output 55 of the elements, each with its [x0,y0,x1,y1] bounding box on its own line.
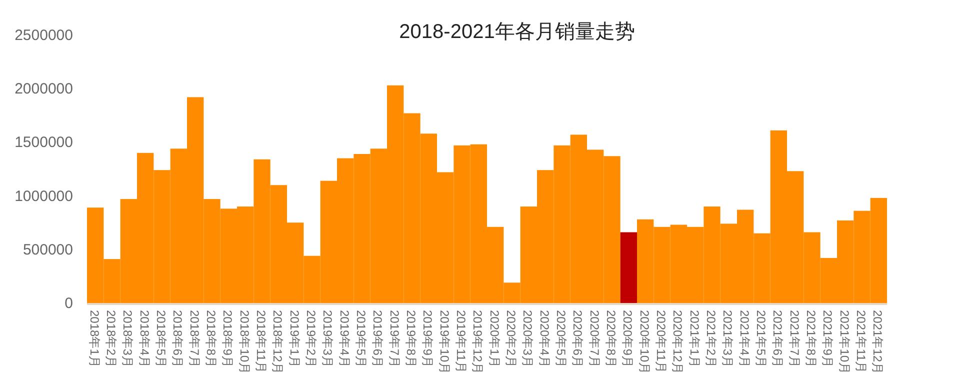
x-tick-label: 2021年9月 [820,310,835,368]
x-tick-label: 2021年8月 [804,310,818,368]
x-tick-label: 2021年2月 [704,310,718,368]
x-tick-label: 2018年4月 [137,310,152,368]
x-tick-label: 2021年3月 [720,310,735,368]
x-tick-label: 2019年9月 [420,310,435,368]
x-tick-label: 2019年4月 [337,310,352,368]
x-tick-label: 2020年11月 [654,310,668,374]
x-tick-label: 2020年5月 [554,310,568,368]
x-tick-label: 2019年7月 [387,310,402,368]
x-tick-label: 2019年6月 [370,310,385,368]
x-tick-label: 2019年12月 [470,310,485,374]
x-tick-label: 2019年8月 [404,310,418,368]
x-tick-label: 2020年2月 [504,310,518,368]
y-tick-label: 2500000 [14,27,73,44]
x-tick-label: 2019年3月 [320,310,335,368]
x-tick-label: 2021年7月 [787,310,802,368]
x-tick-label: 2020年3月 [520,310,535,368]
y-tick-label: 500000 [22,241,73,258]
x-tick-label: 2018年9月 [220,310,235,368]
y-tick-label: 1000000 [14,188,73,205]
x-tick-label: 2018年8月 [204,310,218,368]
x-tick-label: 2021年6月 [770,310,785,368]
x-tick-label: 2019年5月 [354,310,368,368]
x-tick-label: 2019年11月 [454,310,468,374]
x-tick-label: 2021年1月 [687,310,702,368]
x-tick-label: 2021年12月 [870,310,885,374]
title: 2018-2021年各月销量走势 [399,21,635,43]
x-tick-label: 2021年5月 [754,310,768,368]
y-tick-label: 2000000 [14,80,73,98]
x-tick-label: 2021年4月 [737,310,752,368]
x-tick-label: 2021年11月 [854,310,868,374]
x-tick-label: 2020年9月 [620,310,635,368]
x-tick-label: 2018年3月 [120,310,135,368]
x-tick-label: 2020年8月 [604,310,618,368]
x-tick-label: 2020年6月 [570,310,585,368]
x-tick-label: 2018年10月 [237,310,252,374]
x-tick-label: 2018年12月 [270,310,285,374]
x-tick-label: 2018年5月 [154,310,168,368]
x-tick-label: 2020年7月 [587,310,602,368]
x-tick-label: 2019年2月 [304,310,318,368]
x-tick-label: 2020年4月 [537,310,552,368]
x-tick-label: 2020年10月 [637,310,652,374]
x-tick-label: 2018年7月 [187,310,202,368]
x-tick-label: 2019年1月 [287,310,302,368]
x-tick-label: 2020年1月 [487,310,502,368]
x-tick-label: 2019年10月 [437,310,452,374]
x-tick-label: 2018年11月 [254,310,268,374]
x-tick-label: 2020年12月 [670,310,685,374]
x-tick-label: 2021年10月 [837,310,852,374]
x-tick-label: 2018年1月 [87,310,102,368]
x-tick-label: 2018年6月 [170,310,185,368]
x-tick-label: 2018年2月 [104,310,118,368]
y-tick-label: 0 [64,295,73,312]
y-tick-label: 1500000 [14,134,73,152]
